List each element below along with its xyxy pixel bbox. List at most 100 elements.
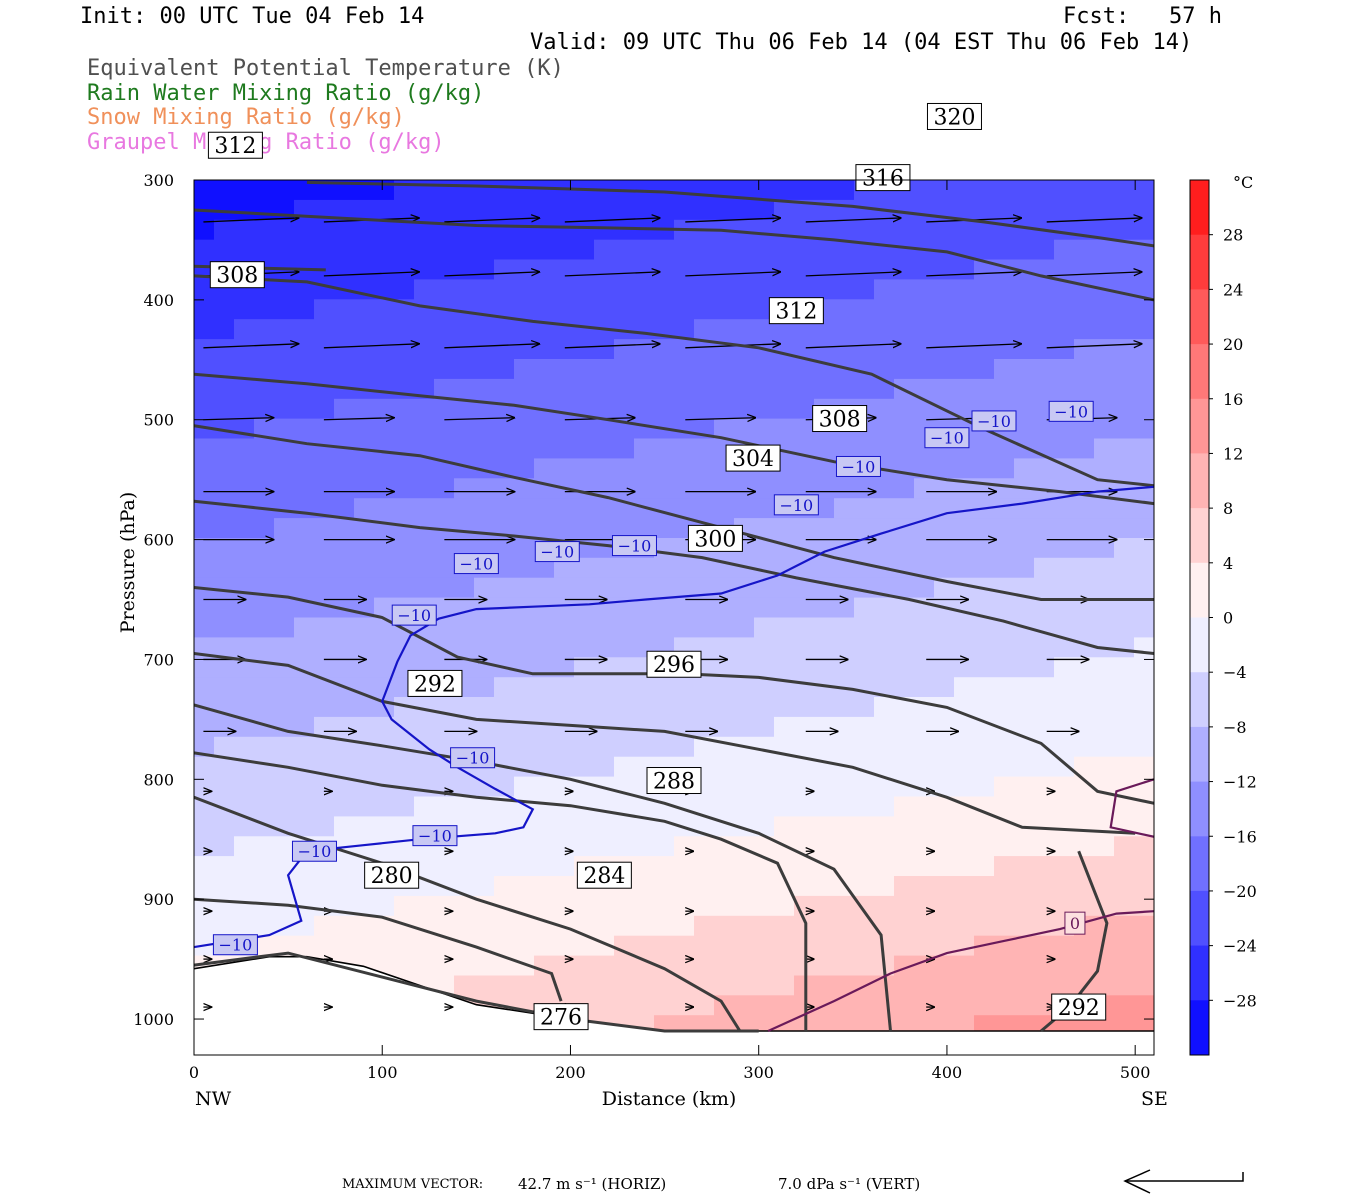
shading-cell: [634, 597, 655, 619]
shading-cell: [634, 577, 655, 599]
shading-cell: [934, 259, 955, 280]
shading-cell: [754, 498, 775, 519]
shading-cell: [754, 955, 775, 977]
shading-cell: [754, 418, 775, 440]
theta-e-line: [194, 372, 1154, 506]
shading-cell: [954, 736, 975, 758]
shading-cell: [874, 279, 895, 300]
shading-cell: [974, 955, 995, 977]
shading-cell: [854, 259, 875, 280]
shading-cell: [934, 637, 955, 658]
shading-cell: [874, 736, 895, 758]
shading-cell: [554, 577, 575, 599]
shading-cell: [1054, 935, 1075, 957]
shading-cell: [574, 955, 595, 977]
shading-cell: [854, 915, 875, 937]
shading-cell: [974, 816, 995, 837]
shading-cell: [734, 597, 755, 619]
shading-cell: [834, 975, 855, 996]
shading-cell: [314, 657, 335, 678]
shading-cell: [754, 716, 775, 738]
shading-cell: [334, 359, 355, 380]
shading-cell: [1034, 538, 1055, 559]
shading-cell: [294, 538, 315, 559]
shading-cell: [974, 736, 995, 758]
shading-cell: [894, 219, 915, 241]
shading-cell: [454, 518, 475, 539]
wind-vector: [203, 344, 298, 349]
shading-cell: [214, 836, 235, 857]
shading-cell: [1034, 697, 1055, 718]
shading-cell: [794, 597, 815, 619]
shading-cell: [734, 915, 755, 937]
wind-vector: [926, 344, 1021, 349]
shading-cell: [714, 657, 735, 678]
shading-cell: [934, 776, 955, 798]
colorbar-swatch: [1190, 890, 1209, 947]
theta-e-label: 308: [812, 405, 868, 433]
shading-cell: [954, 876, 975, 897]
shading-cell: [254, 637, 275, 658]
shading-cell: [794, 756, 815, 778]
colorbar-swatch: [1190, 836, 1209, 892]
shading-cell: [614, 816, 635, 837]
shading-cell: [994, 995, 1015, 1016]
shading-cell: [354, 359, 375, 380]
shading-cell: [1094, 438, 1115, 459]
shading-cell: [774, 180, 795, 201]
shading-cell: [474, 418, 495, 440]
shading-cell: [234, 398, 255, 420]
shading-cell: [794, 398, 815, 420]
shading-cell: [1094, 378, 1115, 400]
shading-cell: [1094, 617, 1115, 638]
shading-cell: [1134, 319, 1154, 340]
shading-cell: [314, 359, 335, 380]
shading-cell: [414, 359, 435, 380]
wind-vector: [1046, 272, 1142, 277]
shading-cell: [714, 617, 735, 638]
shading-cell: [874, 637, 895, 658]
shading-cell: [714, 856, 735, 877]
shading-cell: [1074, 498, 1095, 519]
shading-cell: [654, 398, 675, 420]
shading-cell: [674, 677, 695, 698]
temperature-label-box: [611, 535, 657, 557]
shading-cell: [494, 180, 515, 201]
shading-cell: [754, 319, 775, 340]
shading-cell: [454, 478, 475, 499]
shading-cell: [894, 299, 915, 320]
shading-cell: [934, 677, 955, 698]
shading-cell: [814, 279, 835, 300]
shading-cell: [754, 697, 775, 718]
shading-cell: [1134, 657, 1154, 678]
shading-cell: [374, 259, 395, 280]
shading-cell: [594, 756, 615, 778]
shading-cell: [994, 458, 1015, 479]
shading-cell: [1134, 259, 1154, 280]
theta-e-label-text: 292: [414, 672, 456, 697]
shading-cell: [814, 876, 835, 897]
shading-cell: [1114, 975, 1135, 996]
shading-cell: [974, 180, 995, 201]
temperature-label: −10: [611, 535, 657, 557]
shading-cell: [1014, 418, 1035, 440]
shading-cell: [734, 478, 755, 499]
shading-cell: [534, 577, 555, 599]
shading-cell: [414, 438, 435, 459]
shading-cell: [934, 876, 955, 897]
shading-cell: [314, 219, 335, 241]
shading-cell: [494, 975, 515, 996]
shading-cell: [314, 478, 335, 499]
shading-cell: [194, 219, 215, 241]
shading-cell: [434, 418, 455, 440]
shading-cell: [474, 458, 495, 479]
shading-cell: [674, 915, 695, 937]
shading-cell: [734, 935, 755, 957]
theta-e-label-text: 280: [371, 864, 413, 889]
shading-cell: [994, 239, 1015, 261]
x-tick-label: 200: [555, 1063, 586, 1082]
shading-cell: [814, 617, 835, 638]
shading-cell: [494, 677, 515, 698]
shading-cell: [274, 219, 295, 241]
shading-cell: [514, 199, 535, 221]
